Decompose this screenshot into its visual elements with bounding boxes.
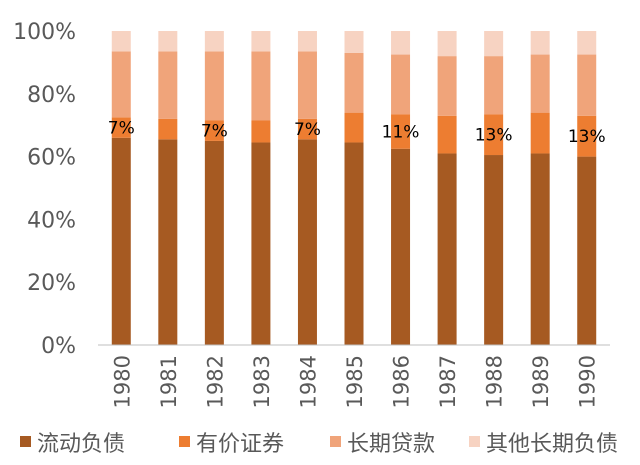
bar-segment-1981-0: [158, 139, 178, 345]
bar-segment-1980-2: [111, 51, 131, 118]
bar-segment-1986-1: [391, 114, 411, 149]
bar-segment-1990-3: [577, 31, 597, 55]
bars: [111, 31, 597, 345]
x-tick-label: 1990: [576, 355, 600, 408]
bar-segment-1983-0: [251, 142, 271, 345]
legend-label: 其他长期负债: [486, 432, 618, 457]
y-tick-label: 80%: [27, 83, 76, 108]
bar-segment-1987-0: [437, 153, 457, 345]
x-tick-label: 1987: [436, 355, 460, 408]
x-tick-label: 1980: [110, 355, 134, 408]
bar-segment-1980-3: [111, 31, 131, 52]
bar-segment-1990-2: [577, 54, 597, 116]
legend-swatch: [20, 436, 31, 447]
bar-segment-1989-0: [530, 153, 550, 345]
data-label: 7%: [108, 119, 135, 139]
legend-swatch: [330, 436, 341, 447]
bar-segment-1982-2: [204, 51, 224, 121]
y-tick-label: 40%: [27, 208, 76, 233]
legend-swatch: [179, 436, 190, 447]
bar-segment-1989-1: [530, 112, 550, 154]
bar-segment-1984-1: [297, 118, 317, 140]
data-label: 11%: [382, 122, 420, 142]
x-tick-label: 1983: [250, 355, 274, 408]
data-label: 13%: [568, 127, 606, 147]
bar-segment-1980-0: [111, 137, 131, 345]
bar-segment-1982-3: [204, 31, 224, 52]
bar-segment-1988-2: [484, 56, 504, 115]
bar-segment-1984-3: [297, 31, 317, 52]
x-axis: 1980 1981 1982 1983 1984 1985 1986 1987 1988 1989…: [98, 344, 610, 408]
x-tick-label: 1982: [203, 355, 227, 408]
x-tick-label: 1989: [529, 355, 553, 408]
bar-segment-1987-1: [437, 115, 457, 154]
y-axis: 0% 20% 40% 60% 80% 100%: [13, 20, 76, 359]
bar-segment-1987-3: [437, 31, 457, 57]
bar-segment-1985-1: [344, 112, 364, 143]
bar-segment-1984-2: [297, 51, 317, 119]
bar-segment-1984-0: [297, 139, 317, 345]
y-tick-label: 20%: [27, 271, 76, 296]
bar-segment-1986-3: [391, 31, 411, 55]
bar-segment-1985-2: [344, 52, 364, 113]
y-tick-label: 60%: [27, 146, 76, 171]
data-label: 7%: [201, 122, 228, 142]
x-tick-label: 1984: [296, 355, 320, 408]
data-label: 13%: [475, 126, 513, 146]
bar-segment-1987-2: [437, 56, 457, 116]
legend-label: 长期贷款: [347, 432, 435, 457]
bar-segment-1990-0: [577, 156, 597, 345]
bar-segment-1983-3: [251, 31, 271, 52]
x-tick-label: 1985: [343, 355, 367, 408]
legend-label: 流动负债: [37, 432, 125, 457]
bar-segment-1983-2: [251, 51, 271, 121]
x-tick-label: 1988: [483, 355, 507, 408]
bar-segment-1981-3: [158, 31, 178, 52]
bar-segment-1981-2: [158, 51, 178, 119]
bar-segment-1985-0: [344, 142, 364, 345]
bar-segment-1982-1: [204, 120, 224, 141]
bar-segment-1983-1: [251, 120, 271, 143]
bar-segment-1990-1: [577, 115, 597, 157]
data-label: 7%: [294, 120, 321, 140]
bar-segment-1986-0: [391, 148, 411, 345]
y-tick-label: 0%: [41, 334, 76, 359]
legend-label: 有价证券: [196, 432, 284, 457]
legend-swatch: [469, 436, 480, 447]
y-tick-label: 100%: [13, 20, 76, 45]
x-tick-label: 1986: [390, 355, 414, 408]
bar-segment-1980-1: [111, 117, 131, 138]
legend: 流动负债 有价证券 长期贷款 其他长期负债: [20, 432, 618, 457]
data-labels: 7% 7% 7% 11% 13% 13%: [108, 119, 606, 148]
x-tick-label: 1981: [157, 355, 181, 408]
bar-segment-1982-0: [204, 140, 224, 345]
bar-segment-1986-2: [391, 54, 411, 115]
bar-segment-1988-1: [484, 114, 504, 156]
bar-segment-1988-3: [484, 31, 504, 57]
bar-segment-1988-0: [484, 155, 504, 345]
bar-segment-1985-3: [344, 31, 364, 53]
bar-segment-1989-3: [530, 31, 550, 55]
bar-segment-1989-2: [530, 54, 550, 113]
bar-segment-1981-1: [158, 118, 178, 140]
